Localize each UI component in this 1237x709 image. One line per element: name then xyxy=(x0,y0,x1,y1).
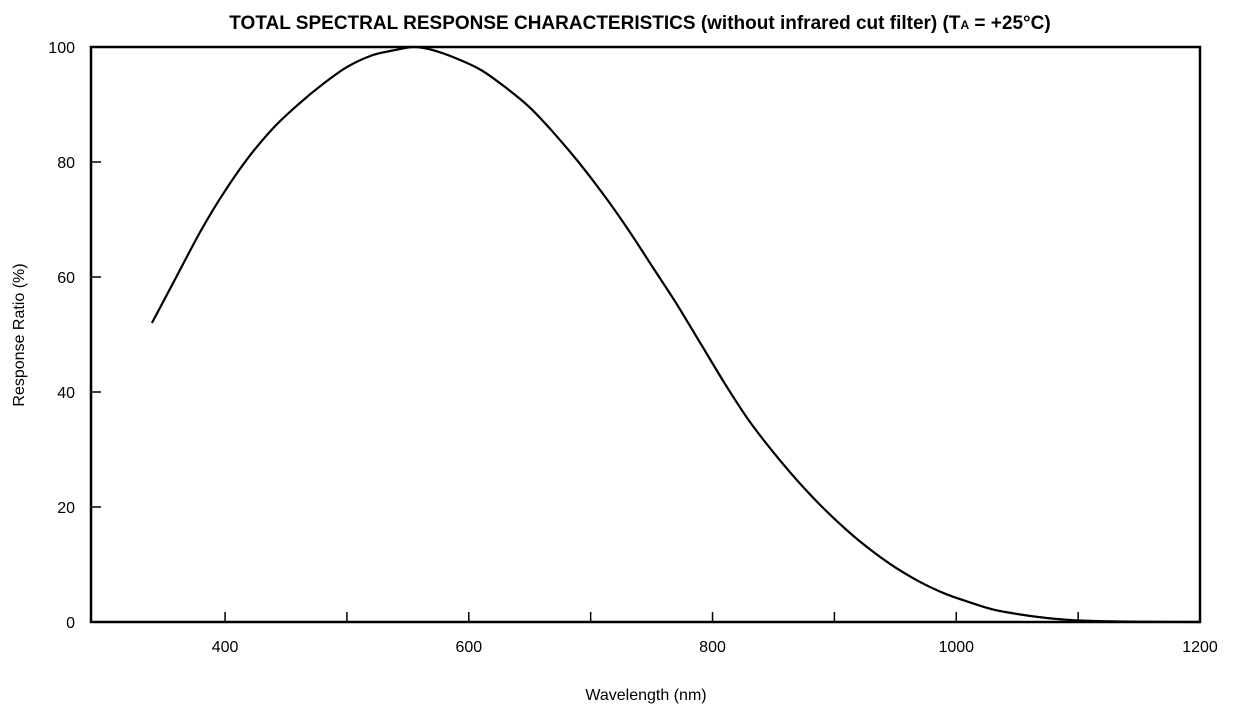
y-tick-label: 80 xyxy=(57,155,75,172)
chart-title-tail: = +25°C) xyxy=(969,13,1051,34)
chart-title-subscript: A xyxy=(960,18,969,32)
x-axis-ticks: 400 600 800 1000 1200 xyxy=(212,612,1218,656)
y-tick-label: 100 xyxy=(48,40,75,57)
x-tick-label: 600 xyxy=(455,639,482,656)
x-tick-label: 1200 xyxy=(1182,639,1218,656)
y-axis-ticks: 0 20 40 60 80 100 xyxy=(48,40,101,632)
x-tick-label: 400 xyxy=(212,639,239,656)
x-tick-label: 1000 xyxy=(938,639,974,656)
y-tick-label: 0 xyxy=(66,615,75,632)
x-axis-label: Wavelength (nm) xyxy=(585,687,706,704)
y-tick-label: 60 xyxy=(57,270,75,287)
y-tick-label: 20 xyxy=(57,500,75,517)
x-tick-label: 800 xyxy=(699,639,726,656)
chart-title: TOTAL SPECTRAL RESPONSE CHARACTERISTICS … xyxy=(229,13,1050,34)
y-axis-label: Response Ratio (%) xyxy=(11,263,28,406)
response-curve xyxy=(150,45,1201,624)
chart-title-main: TOTAL SPECTRAL RESPONSE CHARACTERISTICS … xyxy=(229,13,961,34)
y-tick-label: 40 xyxy=(57,385,75,402)
plot-frame xyxy=(89,45,1202,624)
